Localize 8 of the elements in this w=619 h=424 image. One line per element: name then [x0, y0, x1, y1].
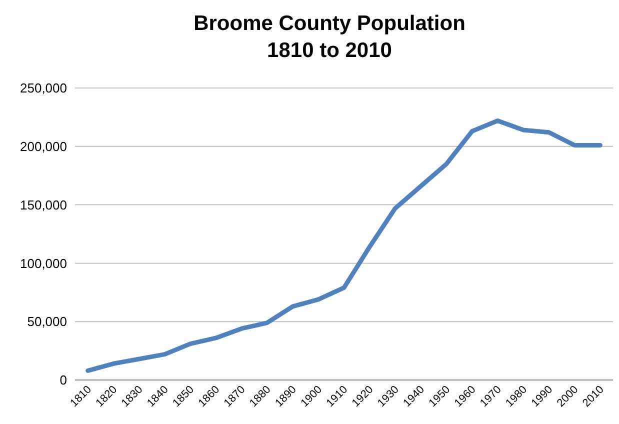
chart-title: Broome County Population 1810 to 2010	[194, 12, 466, 62]
y-tick-label: 200,000	[20, 138, 67, 154]
y-tick-label: 150,000	[20, 197, 67, 212]
y-tick-label: 50,000	[27, 314, 67, 330]
y-tick-label: 100,000	[20, 256, 67, 271]
line-series	[86, 118, 602, 373]
y-tick-label: 0	[60, 372, 67, 388]
y-tick-label: 250,000	[20, 80, 67, 96]
